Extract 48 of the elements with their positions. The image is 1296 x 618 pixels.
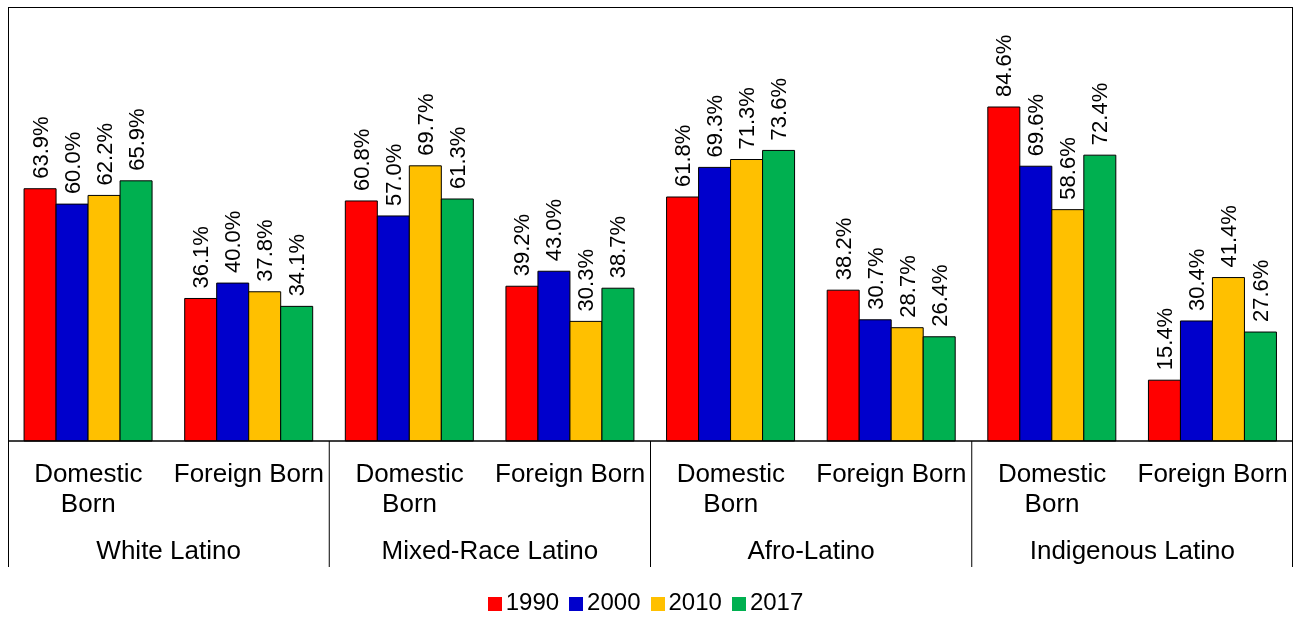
data-label: 69.3%: [702, 95, 728, 158]
text: White Latino: [96, 535, 241, 565]
data-label: 28.7%: [894, 255, 920, 318]
text: Afro-Latino: [747, 535, 875, 565]
data-label: 62.2%: [91, 123, 117, 186]
x-tick-label: Domestic Born: [676, 458, 785, 518]
data-label: 43.0%: [541, 198, 567, 262]
x-tick-label: Domestic Born: [355, 458, 464, 518]
data-label: 34.1%: [284, 233, 310, 297]
data-label: 39.2%: [509, 213, 535, 277]
data-label: 60.0%: [59, 131, 85, 195]
data-label: 72.4%: [1087, 82, 1113, 146]
data-label: 69.7%: [412, 93, 438, 156]
data-label: 37.8%: [252, 219, 278, 282]
legend-label: 1990: [505, 588, 560, 615]
data-label: 41.4%: [1215, 205, 1241, 268]
legend-label: 2010: [668, 588, 722, 615]
data-label: 27.6%: [1247, 259, 1273, 323]
data-label: 60.8%: [348, 128, 374, 191]
data-label: 84.6%: [991, 34, 1017, 97]
data-label: 26.4%: [926, 264, 952, 327]
data-label: 38.7%: [605, 215, 631, 279]
data-label: 30.3%: [573, 248, 599, 312]
x-tick-label: Foreign Born: [1137, 458, 1288, 488]
data-label: 63.9%: [27, 116, 53, 179]
data-label: 69.6%: [1023, 93, 1049, 157]
data-label: 73.6%: [766, 78, 792, 141]
data-label: 30.4%: [1183, 248, 1209, 311]
legend-label: 2017: [749, 588, 804, 615]
data-label: 15.4%: [1151, 307, 1177, 371]
data-label: 71.3%: [734, 87, 760, 150]
x-tick-label: Foreign Born: [173, 458, 325, 488]
data-label: 61.3%: [444, 126, 470, 189]
text: Mixed-Race Latino: [381, 535, 599, 565]
legend-label: 2000: [587, 588, 641, 615]
data-label: 40.0%: [220, 210, 246, 274]
data-label: 58.6%: [1055, 137, 1081, 200]
x-tick-label: Domestic Born: [34, 458, 143, 518]
x-tick-label: Domestic Born: [997, 458, 1107, 518]
data-label: 36.1%: [188, 226, 214, 289]
text: Indigenous Latino: [1029, 535, 1236, 565]
x-tick-label: Foreign Born: [816, 458, 967, 488]
data-label: 57.0%: [380, 143, 406, 206]
data-label: 38.2%: [830, 217, 856, 281]
data-label: 65.9%: [123, 108, 149, 171]
data-label: 61.8%: [670, 124, 696, 188]
data-label: 30.7%: [862, 247, 888, 310]
x-tick-label: Foreign Born: [495, 458, 646, 488]
